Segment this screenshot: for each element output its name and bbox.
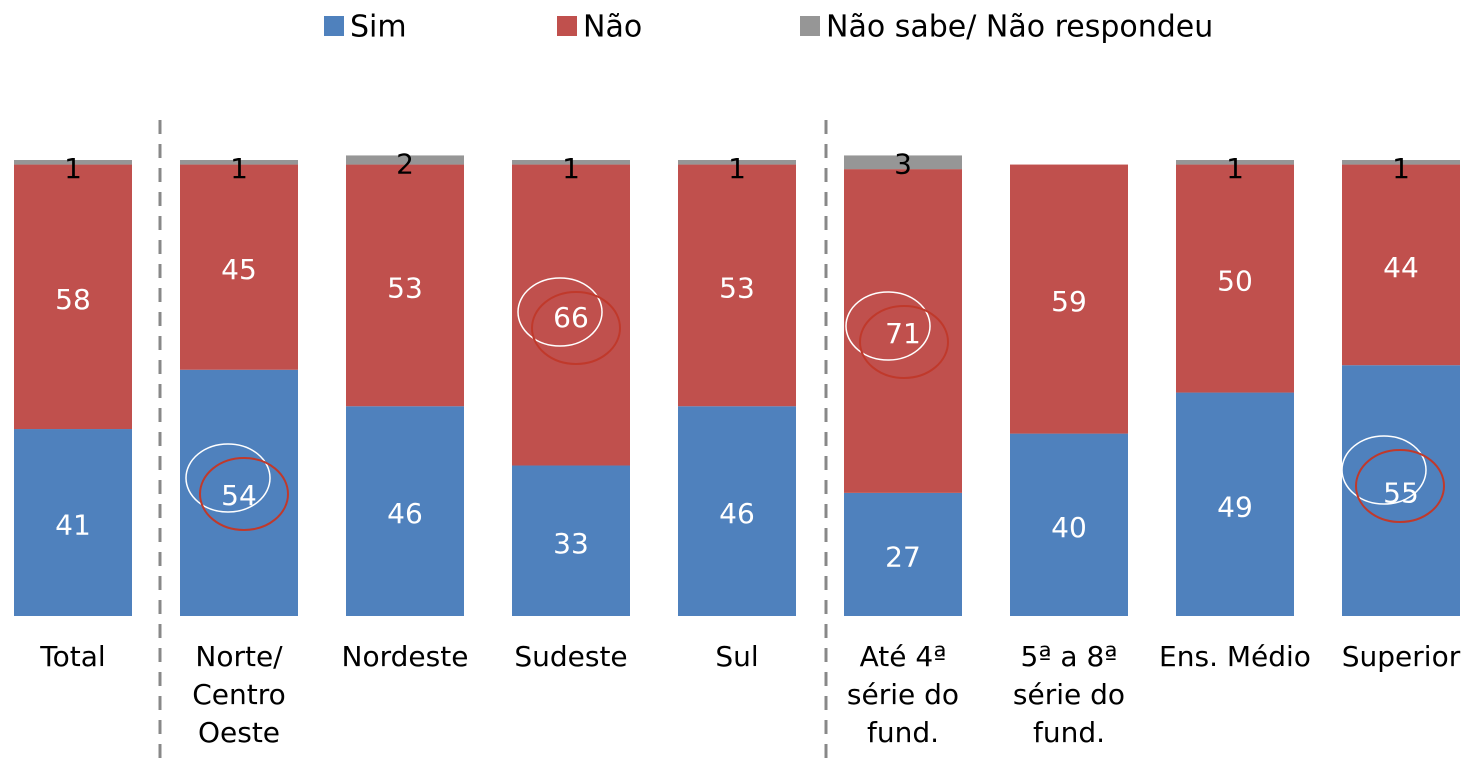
bar-segment [512, 160, 630, 165]
data-label: 66 [553, 301, 589, 334]
data-label: 2 [396, 147, 414, 180]
data-label: 1 [230, 152, 248, 185]
highlight [517, 277, 603, 347]
x-tick-label: Até 4ª série do fund. [846, 640, 960, 749]
x-tick-label: Norte/ Centro Oeste [192, 640, 286, 749]
bar-segment [346, 164, 464, 407]
data-label: 1 [64, 152, 82, 185]
data-label: 71 [885, 317, 921, 350]
data-label: 59 [1051, 285, 1087, 318]
bar-segment [678, 160, 796, 165]
bar-segment [512, 465, 630, 616]
bar-segment [1176, 392, 1294, 616]
highlight [845, 291, 931, 361]
highlight [199, 457, 289, 531]
bars [14, 155, 1460, 616]
highlight [859, 305, 949, 379]
highlight [185, 443, 271, 513]
data-label: 33 [553, 527, 589, 560]
annotations [185, 277, 1445, 531]
bar-segment [1176, 164, 1294, 393]
bar-segment [180, 160, 298, 165]
legend-swatch [324, 16, 344, 36]
data-label: 27 [885, 540, 921, 573]
data-label: 3 [894, 147, 912, 180]
legend-label: Não sabe/ Não respondeu [826, 10, 1213, 45]
data-label: 1 [1392, 152, 1410, 185]
highlight [1341, 435, 1427, 505]
bar-segment [346, 406, 464, 616]
data-label: 40 [1051, 511, 1087, 544]
x-tick-label: Ens. Médio [1159, 640, 1311, 673]
x-tick-label: 5ª a 8ª série do fund. [1012, 640, 1126, 749]
legend-swatch [800, 16, 820, 36]
bar-segment [1010, 164, 1128, 434]
bar-segment [346, 155, 464, 165]
data-label: 1 [728, 152, 746, 185]
bar-segment [14, 429, 132, 616]
data-label: 58 [55, 283, 91, 316]
data-label: 46 [719, 497, 755, 530]
bar-segment [844, 492, 962, 616]
bar-segment [844, 169, 962, 493]
bar-segment [512, 164, 630, 466]
bar-segment [14, 160, 132, 165]
bar-segment [678, 164, 796, 407]
data-label: 45 [221, 253, 257, 286]
highlight [531, 291, 621, 365]
bar-segment [678, 406, 796, 616]
data-label: 1 [562, 152, 580, 185]
x-tick-label: Superior [1341, 640, 1461, 673]
bar-segment [180, 164, 298, 370]
data-label: 49 [1217, 490, 1253, 523]
bar-segment [1342, 365, 1460, 616]
data-label: 44 [1383, 251, 1419, 284]
x-tick-label: Sul [715, 640, 759, 673]
x-tick-label: Sudeste [514, 640, 628, 673]
data-label: 53 [387, 271, 423, 304]
x-tick-label: Nordeste [341, 640, 469, 673]
data-label: 53 [719, 271, 755, 304]
bar-segment [1342, 164, 1460, 366]
data-label: 46 [387, 497, 423, 530]
data-label: 54 [221, 479, 257, 512]
bar-segment [1010, 433, 1128, 616]
x-tick-label: Total [40, 640, 106, 673]
legend-label: Não [583, 10, 642, 45]
data-label: 50 [1217, 265, 1253, 298]
data-label: 41 [55, 509, 91, 542]
legend-swatch [557, 16, 577, 36]
bar-segment [14, 164, 132, 430]
bar-segment [1342, 160, 1460, 165]
legend-label: Sim [350, 10, 407, 45]
bar-segment [1176, 160, 1294, 165]
data-label: 1 [1226, 152, 1244, 185]
data-label: 55 [1383, 477, 1419, 510]
bar-segment [844, 155, 962, 170]
highlight [1355, 449, 1445, 523]
